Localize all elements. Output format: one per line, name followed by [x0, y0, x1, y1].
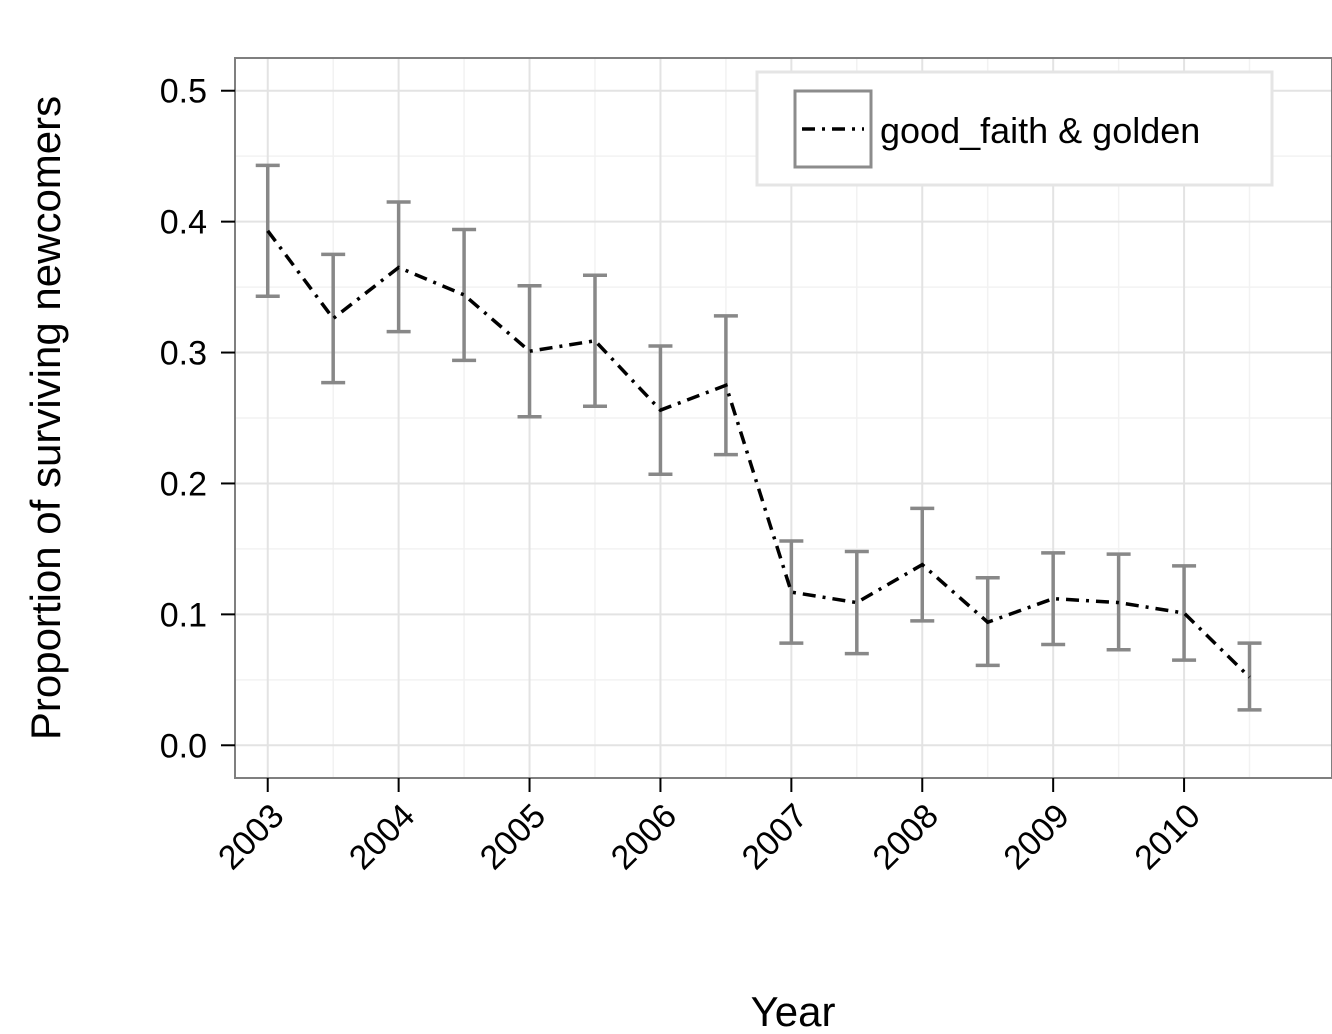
y-axis: 0.0 0.1 0.2 0.3 0.4 0.5 [160, 73, 235, 765]
legend-label: good_faith & golden [880, 110, 1200, 151]
y-tick-label: 0.4 [160, 204, 207, 242]
y-tick-label: 0.1 [160, 596, 207, 634]
error-bar [321, 252, 346, 385]
error-bar [582, 273, 607, 408]
y-tick-label: 0.2 [160, 465, 207, 503]
y-tick-label: 0.3 [160, 335, 207, 373]
panel-border [234, 57, 1332, 779]
x-axis: 2003 2004 2005 2006 2007 2008 2009 2010 [211, 778, 1208, 877]
error-bar [452, 227, 477, 363]
x-tick-label: 2005 [473, 797, 553, 877]
y-tick-label: 0.5 [160, 73, 207, 111]
error-bar [517, 284, 542, 419]
legend: good_faith & golden [755, 70, 1274, 187]
x-tick-label: 2008 [866, 797, 946, 877]
x-tick-label: 2004 [342, 797, 422, 877]
x-axis-title: Year [751, 988, 836, 1034]
y-tick-label: 0.0 [160, 727, 207, 765]
error-bar [779, 539, 804, 645]
x-tick-label: 2003 [211, 797, 291, 877]
x-tick-label: 2009 [996, 797, 1076, 877]
y-axis-title: Proportion of surviving newcomers [22, 96, 69, 740]
error-bar [1041, 551, 1066, 647]
x-tick-label: 2006 [604, 797, 684, 877]
error-bar [844, 549, 869, 656]
error-bar [1172, 564, 1197, 662]
x-tick-label: 2007 [735, 797, 815, 877]
x-tick-label: 2010 [1127, 797, 1207, 877]
